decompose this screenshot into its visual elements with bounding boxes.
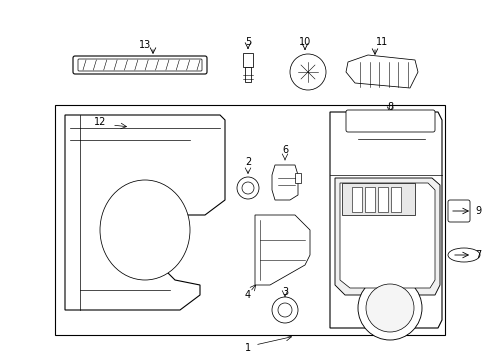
- Text: 6: 6: [282, 145, 287, 155]
- Bar: [55, 105, 444, 335]
- Bar: [390, 187, 400, 212]
- FancyBboxPatch shape: [447, 200, 469, 222]
- Polygon shape: [341, 183, 414, 215]
- Text: 11: 11: [375, 37, 387, 47]
- Text: 1: 1: [244, 343, 250, 353]
- Text: 8: 8: [386, 102, 392, 112]
- Circle shape: [271, 297, 297, 323]
- Polygon shape: [329, 112, 441, 328]
- Text: 7: 7: [474, 250, 480, 260]
- FancyBboxPatch shape: [73, 56, 206, 74]
- Bar: [243, 53, 252, 67]
- Ellipse shape: [447, 248, 479, 262]
- Text: 4: 4: [244, 290, 250, 300]
- Text: 5: 5: [244, 37, 251, 47]
- Bar: [377, 187, 387, 212]
- Bar: [294, 173, 301, 183]
- Bar: [351, 187, 361, 212]
- Polygon shape: [346, 55, 417, 88]
- Text: 3: 3: [282, 287, 287, 297]
- Text: 12: 12: [94, 117, 106, 127]
- Text: 10: 10: [298, 37, 310, 47]
- Text: 2: 2: [244, 157, 251, 167]
- Circle shape: [242, 182, 253, 194]
- Polygon shape: [271, 165, 297, 200]
- Bar: [364, 187, 374, 212]
- Polygon shape: [254, 215, 309, 285]
- Circle shape: [365, 284, 413, 332]
- Circle shape: [278, 303, 291, 317]
- Polygon shape: [65, 115, 224, 310]
- Ellipse shape: [100, 180, 190, 280]
- Circle shape: [237, 177, 259, 199]
- Text: 9: 9: [474, 206, 480, 216]
- Text: 13: 13: [139, 40, 151, 50]
- Circle shape: [357, 276, 421, 340]
- Polygon shape: [339, 183, 434, 288]
- FancyBboxPatch shape: [346, 110, 434, 132]
- Polygon shape: [334, 178, 439, 295]
- Bar: [244, 67, 250, 82]
- Circle shape: [289, 54, 325, 90]
- FancyBboxPatch shape: [78, 59, 202, 71]
